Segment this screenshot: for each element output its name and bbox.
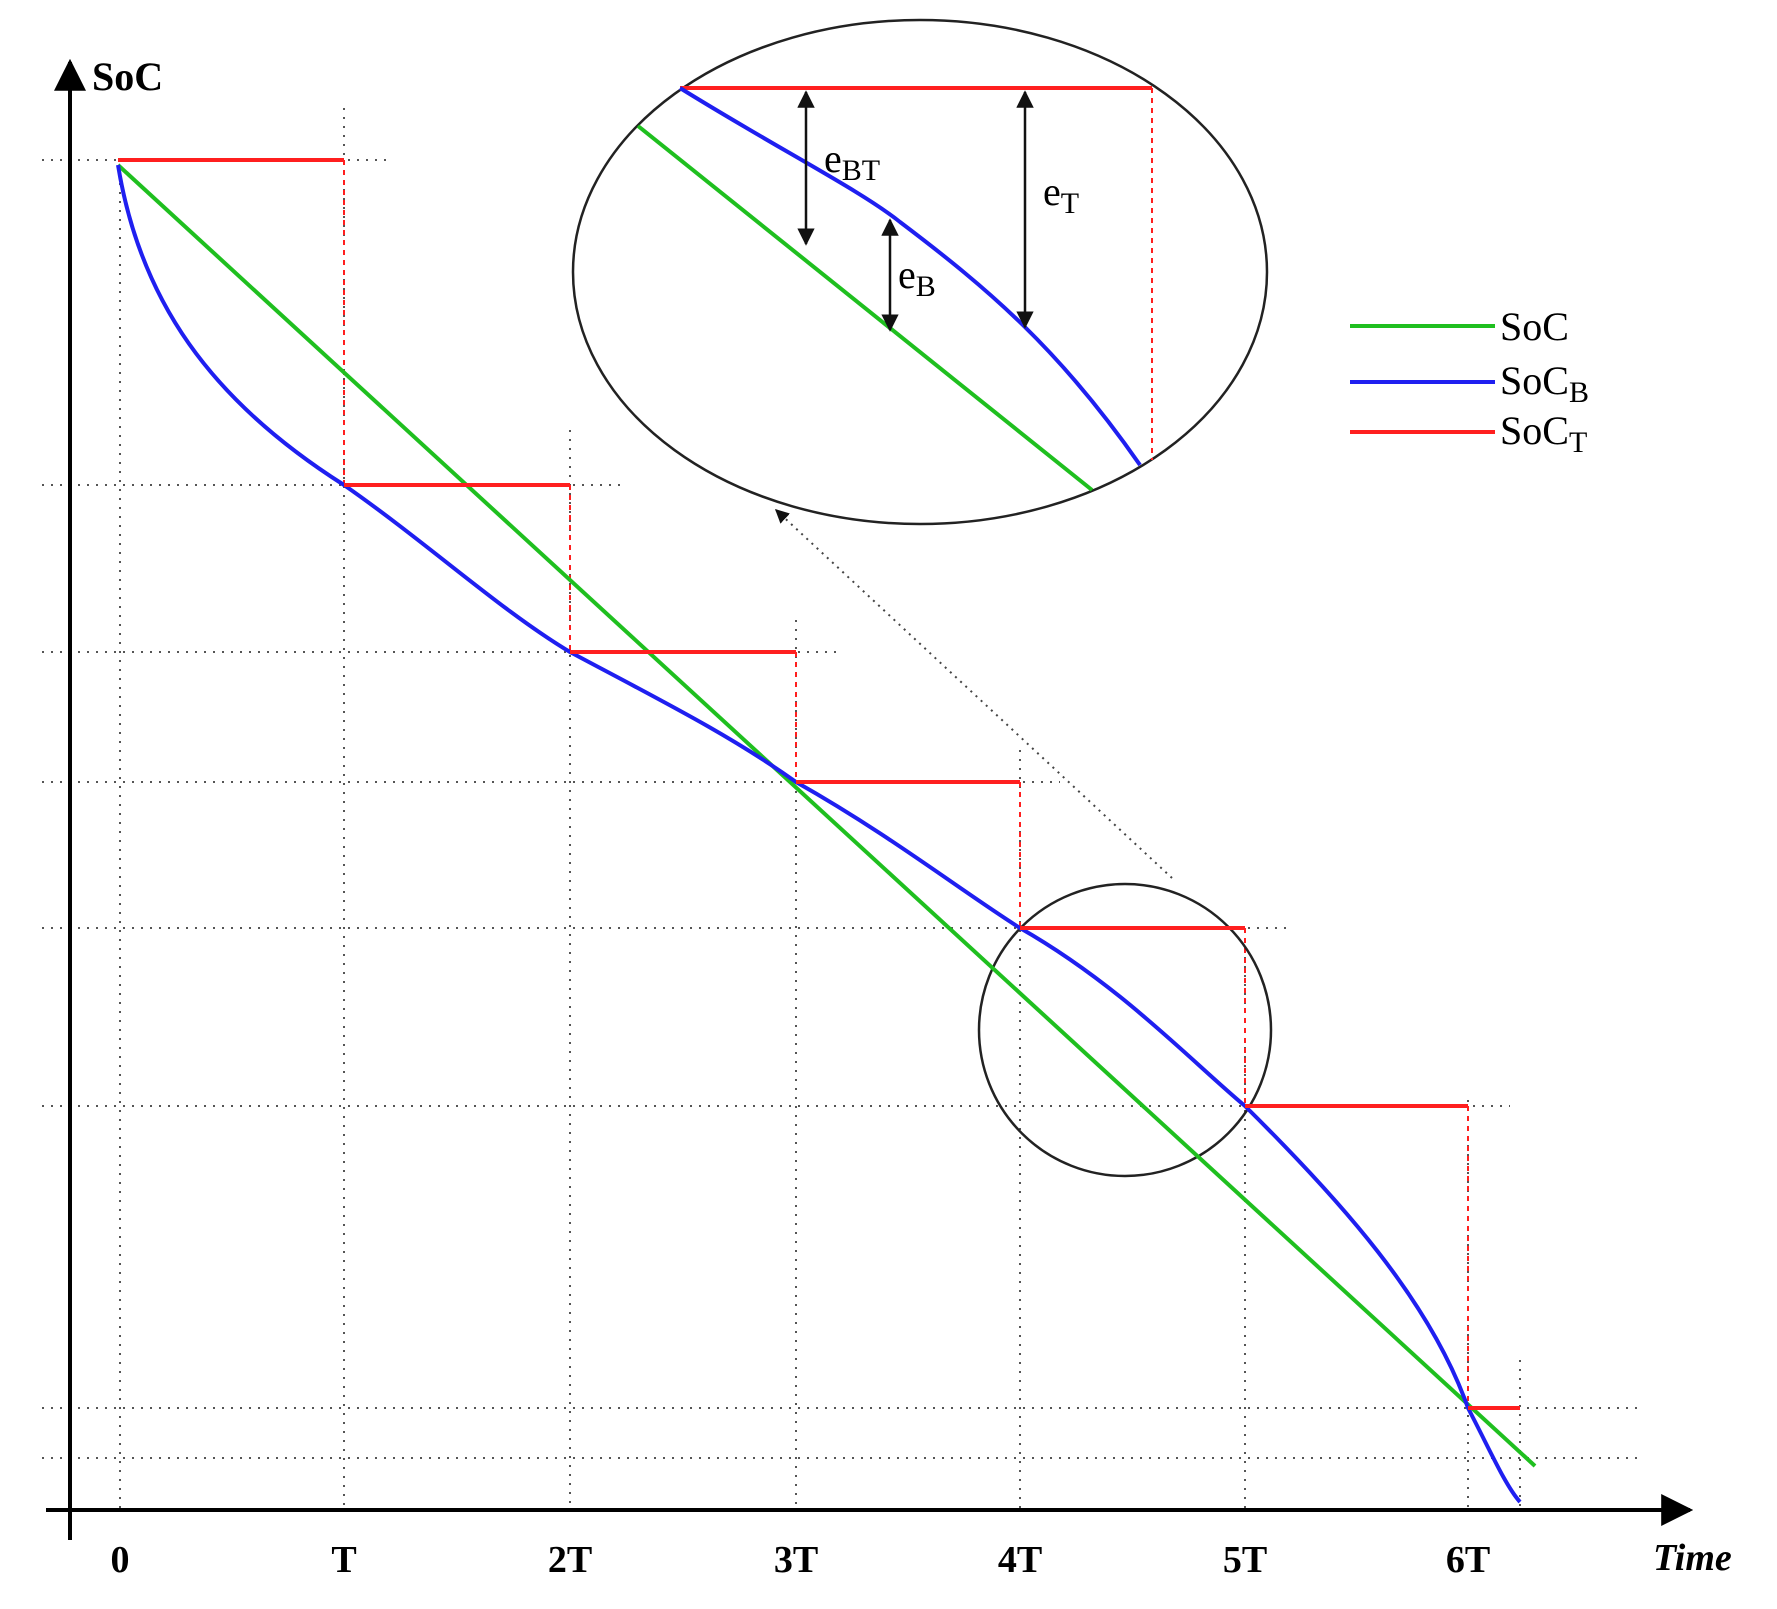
inset-soc-b-curve [678, 86, 1142, 467]
x-tick-2T: 2T [548, 1539, 592, 1581]
e-t-label: eT [1043, 169, 1079, 220]
x-tick-labels: 0 T 2T 3T 4T 5T 6T [111, 1539, 1491, 1581]
magnified-inset: eBT eT eB [571, 18, 1269, 526]
x-tick-0: 0 [111, 1539, 130, 1581]
legend-label-soc: SoC [1500, 304, 1569, 349]
x-tick-3T: 3T [774, 1539, 818, 1581]
x-tick-T: T [331, 1539, 356, 1581]
soc-line [116, 163, 1537, 1468]
soc-t-drops [343, 160, 1469, 1408]
legend-label-soc-t: SoCT [1500, 408, 1587, 459]
e-b-label: eB [898, 252, 936, 303]
x-tick-6T: 6T [1446, 1539, 1490, 1581]
inset-soc-line [636, 124, 1094, 492]
x-tick-5T: 5T [1223, 1539, 1267, 1581]
soc-t-steps [118, 158, 1520, 1410]
y-axis-label: SoC [92, 54, 163, 99]
soc-b-curve [116, 164, 1522, 1504]
e-bt-label: eBT [824, 136, 880, 187]
inset-ellipse [571, 18, 1269, 526]
x-axis-label: Time [1653, 1537, 1732, 1579]
legend: SoC SoCB SoCT [1350, 304, 1589, 459]
zoom-circle [977, 882, 1273, 1178]
legend-label-soc-b: SoCB [1500, 358, 1589, 409]
x-tick-4T: 4T [998, 1539, 1042, 1581]
